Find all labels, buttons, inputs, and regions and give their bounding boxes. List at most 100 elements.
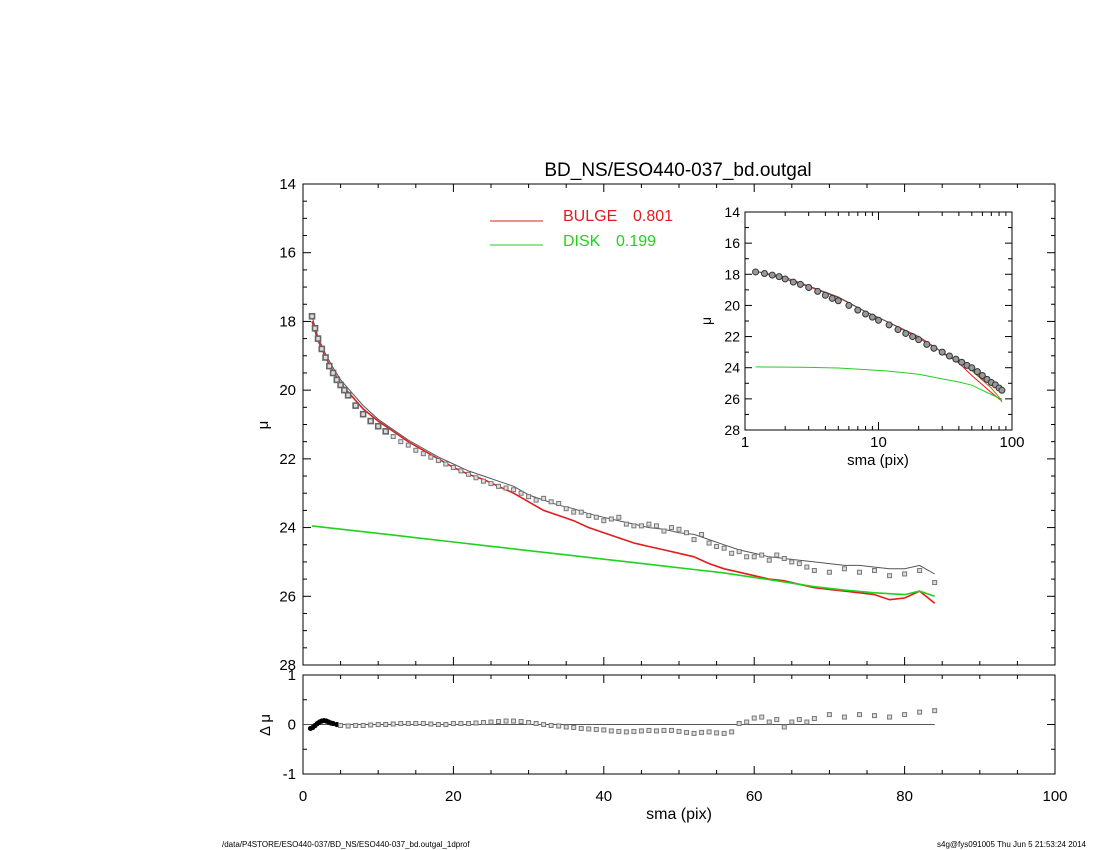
residual-point (496, 719, 502, 725)
data-point (586, 513, 592, 519)
chart-title: BD_NS/ESO440-037_bd.outgal (544, 160, 811, 181)
data-point (518, 490, 524, 496)
data-point (488, 481, 494, 487)
residual-point (902, 712, 908, 718)
main-y-tick-label: 28 (279, 657, 296, 674)
legend: BULGE 0.801 DISK 0.199 (490, 208, 673, 250)
inset-data-point (761, 270, 769, 278)
residual-point (398, 721, 404, 727)
inset-x-tick-label: 100 (999, 434, 1024, 451)
data-point (526, 494, 532, 500)
residual-point (917, 709, 923, 715)
data-point (435, 458, 441, 464)
residual-y-tick-label: 1 (288, 667, 296, 684)
inset-data-point (952, 355, 960, 363)
residual-point (932, 708, 938, 714)
data-point (314, 335, 322, 342)
residual-point (420, 721, 426, 727)
data-point (872, 568, 878, 574)
data-point (382, 428, 390, 435)
residual-point (443, 722, 449, 727)
inset-series-line-bulge (755, 270, 1003, 401)
inset-series-line-disk (755, 366, 1003, 400)
series-line-bulge (311, 321, 936, 604)
inset-data-point (854, 306, 862, 314)
data-point (902, 571, 908, 577)
residual-point (699, 729, 705, 735)
residual-point (721, 730, 727, 736)
legend-value-disk: 0.199 (616, 233, 656, 250)
inset-x-tick-label: 1 (741, 434, 749, 451)
residual-point (383, 722, 389, 727)
residual-point (729, 729, 735, 735)
inset-data-point (845, 301, 853, 309)
data-point (608, 516, 614, 522)
inset-y-tick-label: 16 (724, 235, 740, 251)
inset-data-point (821, 291, 829, 299)
data-point (856, 569, 862, 575)
residual-point (774, 717, 780, 723)
main-y-axis-label: μ (255, 421, 272, 430)
residual-point (360, 722, 366, 728)
inset-data-point (894, 326, 902, 334)
residual-point (684, 729, 690, 735)
residual-point (518, 719, 524, 725)
residual-point (480, 720, 486, 726)
inset-data-points (752, 268, 1006, 394)
data-point (337, 381, 344, 389)
inset-data-point (789, 278, 797, 286)
inset-y-tick-label: 26 (724, 391, 740, 407)
residual-point (428, 721, 434, 727)
data-point (796, 561, 802, 567)
residual-point (413, 721, 419, 727)
residual-y-axis-label: Δ μ (257, 714, 274, 736)
inset-data-point (968, 364, 976, 372)
residual-point (736, 721, 742, 727)
data-point (541, 495, 547, 501)
residual-point (353, 722, 359, 728)
data-point (623, 521, 629, 527)
inset-y-axis-label: μ (698, 317, 714, 325)
data-point (691, 537, 697, 543)
data-point (932, 580, 938, 586)
x-tick-label: 100 (1042, 788, 1067, 805)
inset-data-point (998, 386, 1006, 394)
data-point (578, 509, 584, 515)
residual-point (578, 725, 584, 731)
data-point (736, 549, 742, 555)
main-series-layer (311, 316, 936, 604)
residual-point (556, 723, 562, 729)
residual-point (623, 729, 629, 735)
inset-data-point (885, 321, 893, 329)
inset-data-point (923, 340, 931, 348)
x-tick-label: 40 (595, 788, 612, 805)
data-point (308, 312, 316, 320)
residual-point (826, 712, 832, 718)
residual-point (338, 722, 344, 728)
main-y-tick-label: 18 (279, 313, 296, 330)
residual-y-tick-label: 0 (288, 717, 296, 734)
data-point (781, 555, 787, 561)
inset-data-point (862, 310, 870, 318)
data-point (503, 485, 509, 491)
data-point (420, 451, 426, 457)
residual-point (668, 727, 674, 733)
inset-y-tick-label: 14 (724, 204, 740, 220)
data-point (841, 566, 847, 572)
residual-point (744, 719, 750, 725)
residual-point (841, 714, 847, 720)
series-line-model (311, 316, 935, 575)
residual-point (548, 722, 554, 728)
data-point (714, 543, 720, 549)
data-point (344, 391, 352, 399)
data-point (759, 552, 765, 558)
data-point (341, 386, 348, 394)
residual-point (646, 727, 652, 733)
main-y-tick-label: 16 (279, 245, 296, 262)
footer-timestamp: s4g@fys091005 Thu Jun 5 21:53:24 2014 (937, 840, 1086, 849)
data-point (826, 569, 832, 575)
residual-point (653, 728, 659, 734)
inset-data-point (796, 280, 804, 288)
